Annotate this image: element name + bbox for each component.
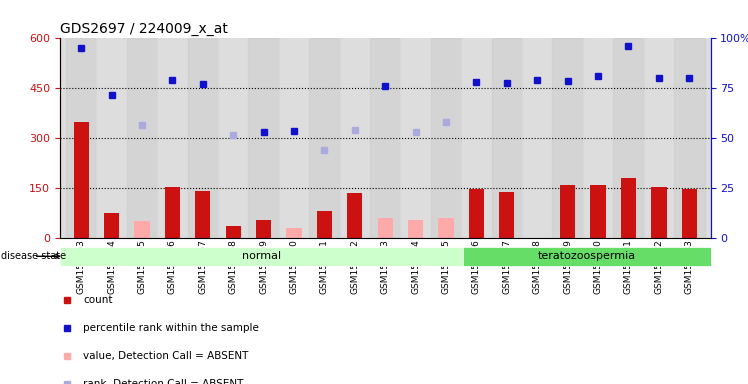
- Text: count: count: [83, 295, 113, 305]
- Bar: [613, 38, 644, 238]
- Bar: [347, 193, 363, 238]
- Bar: [522, 38, 553, 238]
- Bar: [340, 38, 370, 238]
- Bar: [560, 185, 575, 238]
- Bar: [378, 218, 393, 238]
- Bar: [165, 187, 180, 238]
- Bar: [104, 213, 119, 238]
- Text: normal: normal: [242, 251, 280, 262]
- Bar: [248, 38, 279, 238]
- Bar: [400, 38, 431, 238]
- Bar: [135, 222, 150, 238]
- Bar: [590, 185, 606, 238]
- Bar: [126, 38, 157, 238]
- Bar: [621, 178, 636, 238]
- Bar: [491, 38, 522, 238]
- Bar: [378, 232, 393, 238]
- Text: teratozoospermia: teratozoospermia: [538, 251, 636, 262]
- FancyBboxPatch shape: [60, 247, 463, 266]
- Bar: [681, 189, 697, 238]
- Bar: [652, 187, 666, 238]
- Bar: [674, 38, 705, 238]
- Text: value, Detection Call = ABSENT: value, Detection Call = ABSENT: [83, 351, 249, 361]
- Bar: [73, 122, 89, 238]
- Bar: [286, 235, 301, 238]
- Bar: [226, 227, 241, 238]
- Bar: [256, 220, 272, 238]
- Bar: [408, 220, 423, 238]
- Bar: [469, 189, 484, 238]
- FancyBboxPatch shape: [463, 247, 711, 266]
- Text: rank, Detection Call = ABSENT: rank, Detection Call = ABSENT: [83, 379, 244, 384]
- Bar: [188, 38, 218, 238]
- Bar: [66, 38, 96, 238]
- Bar: [157, 38, 188, 238]
- Text: disease state: disease state: [1, 251, 67, 262]
- Bar: [370, 38, 400, 238]
- Bar: [408, 222, 423, 238]
- Bar: [96, 38, 126, 238]
- Bar: [462, 38, 491, 238]
- Bar: [218, 38, 248, 238]
- Bar: [195, 192, 210, 238]
- Bar: [499, 192, 515, 238]
- Bar: [286, 228, 301, 238]
- Bar: [583, 38, 613, 238]
- Bar: [279, 38, 309, 238]
- Bar: [553, 38, 583, 238]
- Text: percentile rank within the sample: percentile rank within the sample: [83, 323, 260, 333]
- Bar: [644, 38, 674, 238]
- Text: GDS2697 / 224009_x_at: GDS2697 / 224009_x_at: [60, 22, 227, 36]
- Bar: [431, 38, 462, 238]
- Bar: [438, 218, 453, 238]
- Bar: [317, 212, 332, 238]
- Bar: [309, 38, 340, 238]
